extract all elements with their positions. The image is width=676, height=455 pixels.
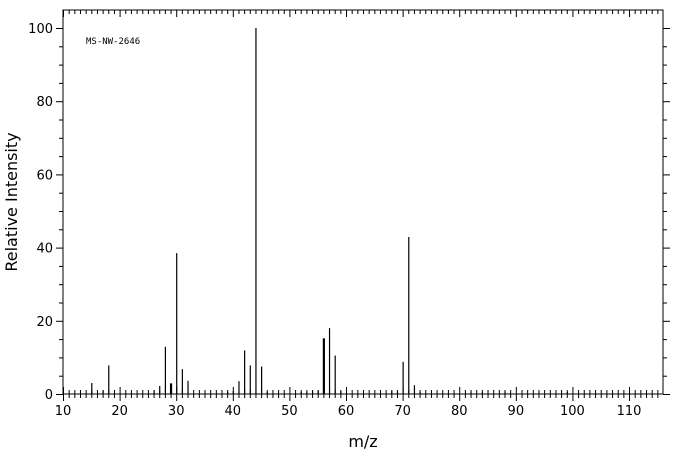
x-tick-label: 20 [111,404,128,419]
x-tick-label: 70 [394,404,411,419]
y-axis-title: Relative Intensity [2,132,21,271]
spectrum-id-label: MS-NW-2646 [86,37,140,47]
x-tick-label: 110 [617,404,642,419]
y-tick-label: 20 [36,315,53,330]
plot-frame [62,9,664,395]
x-tick-label: 10 [55,404,72,419]
x-tick-label: 80 [451,404,468,419]
x-tick-label: 50 [281,404,298,419]
y-tick-label: 60 [36,168,53,183]
x-tick-label: 90 [508,404,525,419]
y-tick-label: 80 [36,95,53,110]
y-tick-label: 40 [36,242,53,257]
x-tick-label: 30 [168,404,185,419]
peak-bars [91,28,568,394]
y-tick-label: 100 [28,22,53,37]
x-tick-label: 100 [560,404,585,419]
y-tick-label: 0 [45,388,53,403]
x-tick-label: 40 [225,404,242,419]
axis-ticks: 10 20 30 40 50 60 70 80 90 100 110 0 20 40 60 80 100 [28,10,670,419]
x-tick-label: 60 [338,404,355,419]
x-axis-title: m/z [348,432,377,451]
